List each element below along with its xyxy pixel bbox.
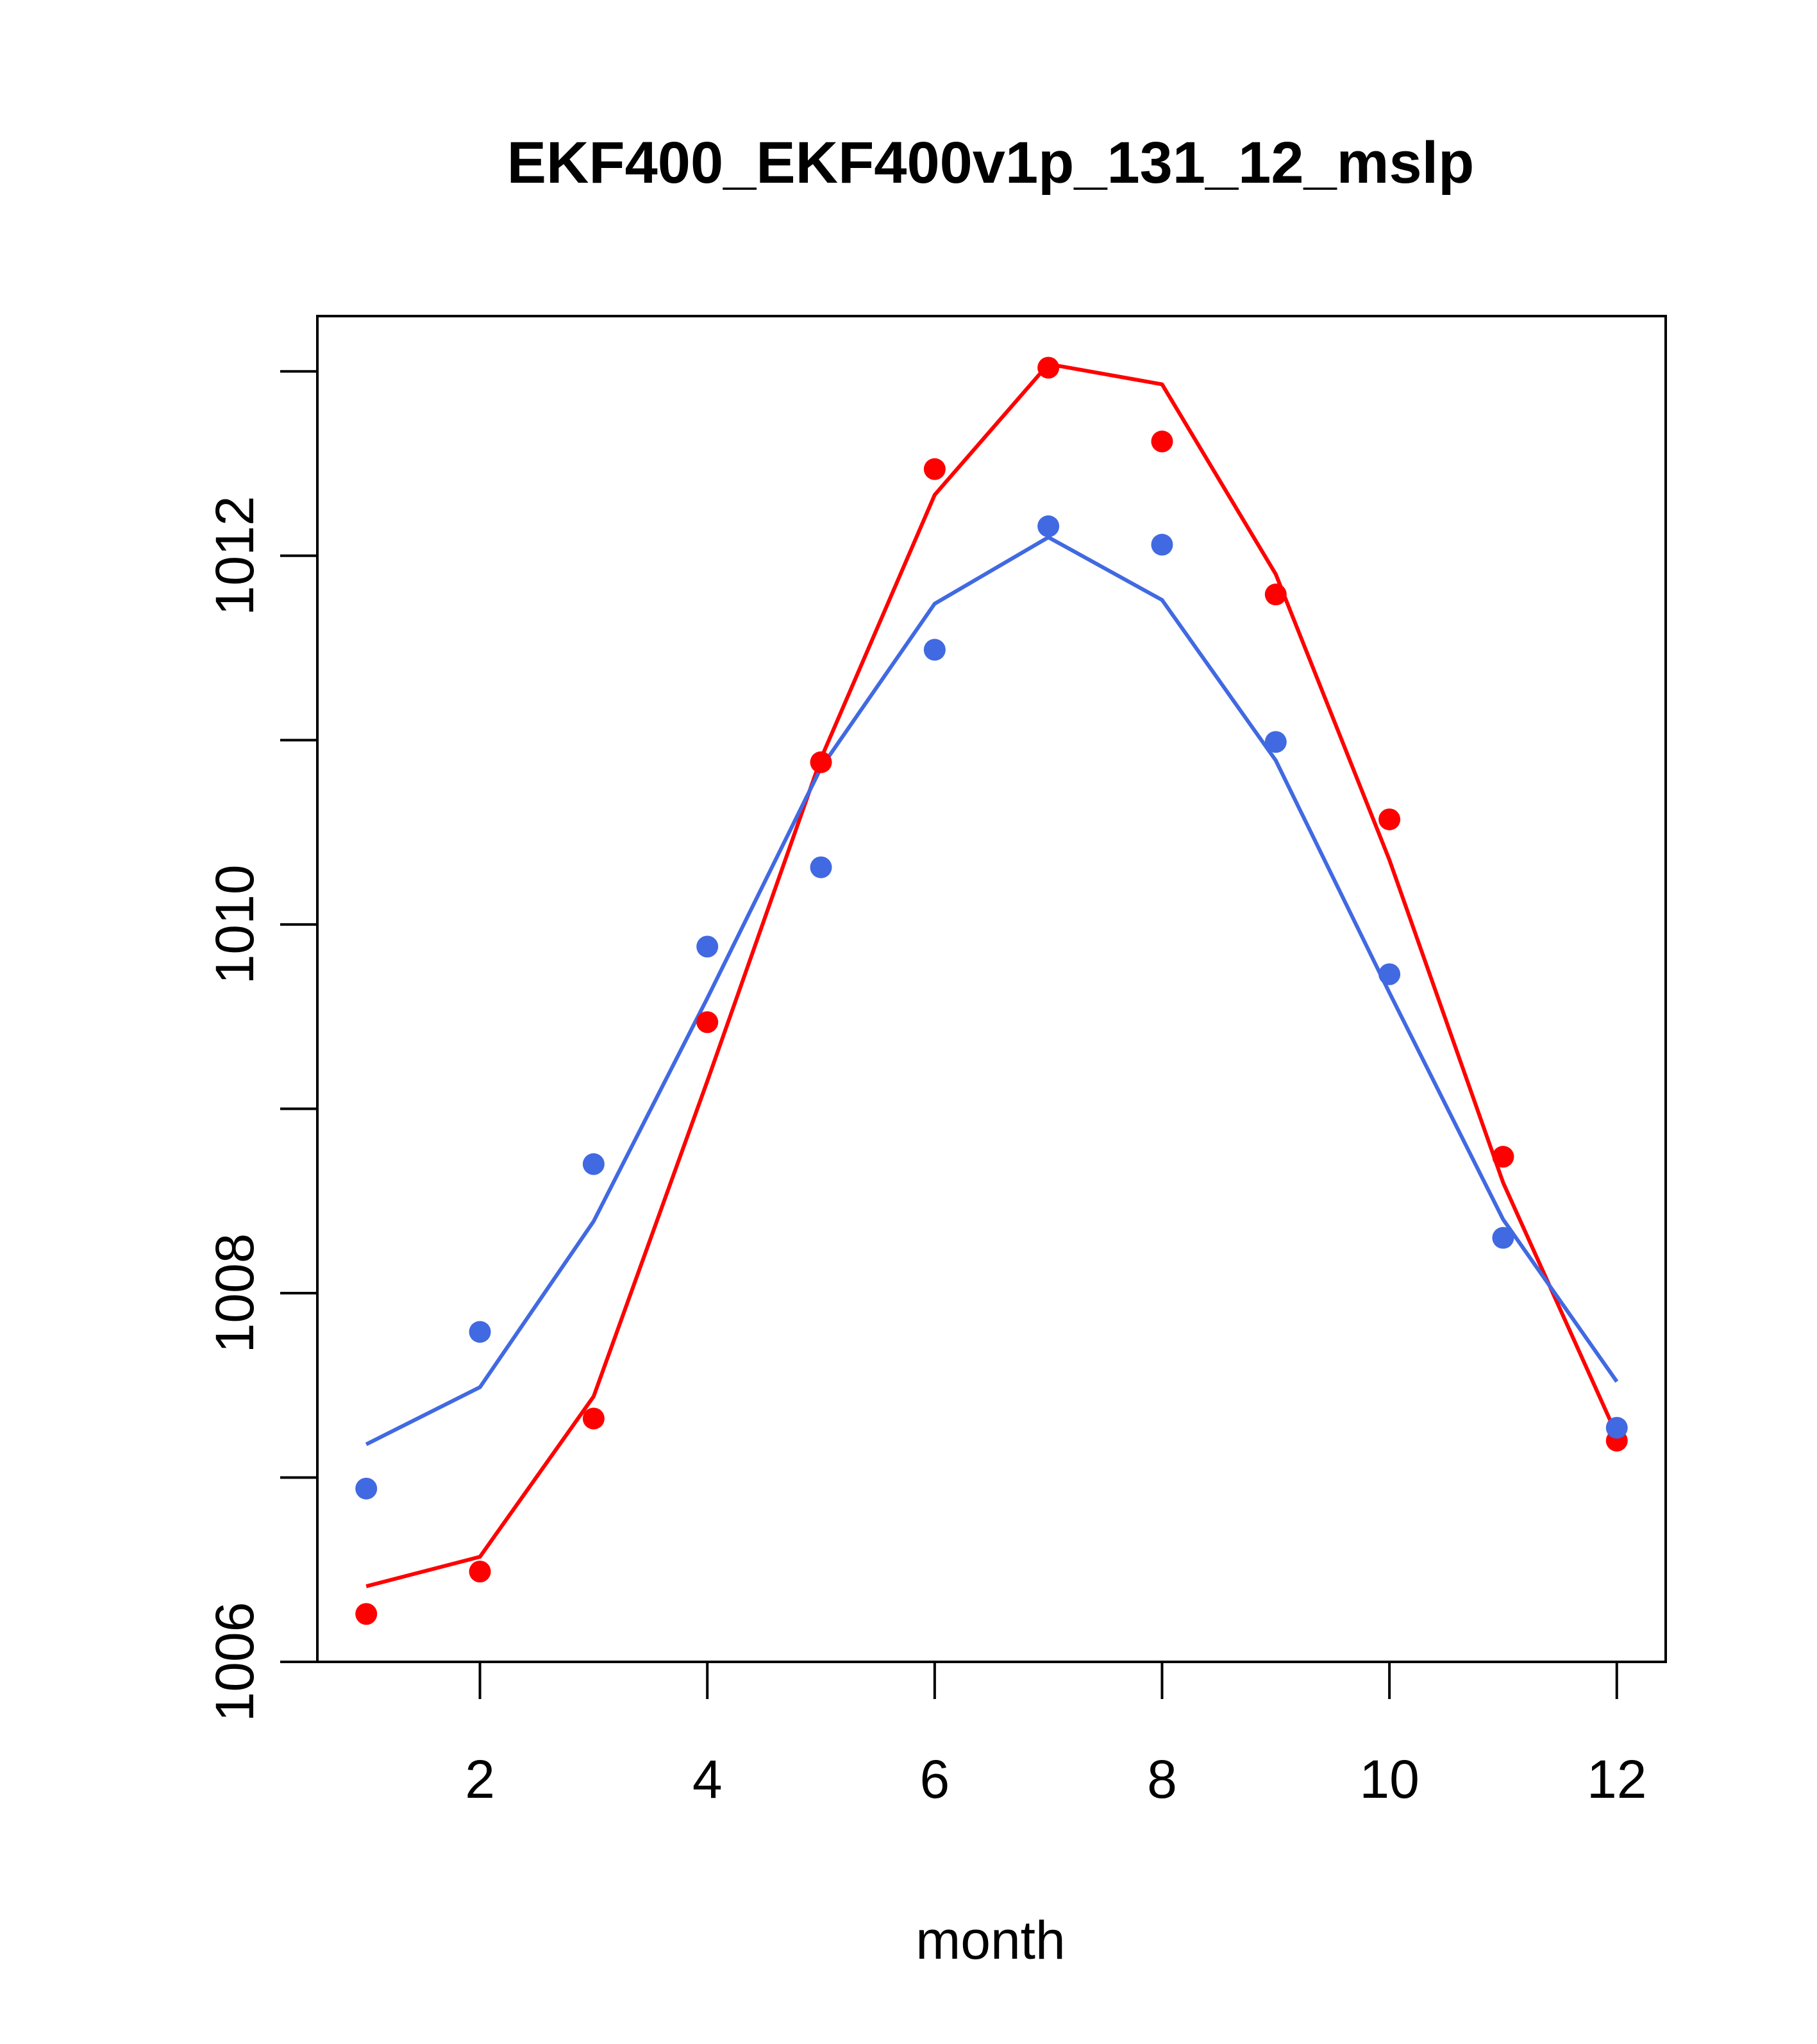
series-point-blue xyxy=(1492,1227,1514,1249)
series-point-red xyxy=(1037,356,1060,379)
y-tick-label: 1010 xyxy=(205,864,265,984)
series-layer xyxy=(355,356,1628,1625)
series-point-blue xyxy=(696,935,719,958)
series-point-red xyxy=(810,751,832,773)
x-axis: 2 4 6 8 10 12 xyxy=(465,1661,1646,1809)
series-point-red xyxy=(1151,430,1173,453)
series-point-red xyxy=(696,1011,719,1034)
series-point-red xyxy=(923,458,946,480)
series-point-red xyxy=(469,1561,491,1583)
chart-title: EKF400_EKF400v1p_131_12_mslp xyxy=(507,130,1475,196)
x-tick-label: 12 xyxy=(1587,1749,1646,1809)
plot-frame xyxy=(316,315,1667,1663)
series-point-blue xyxy=(469,1321,491,1343)
x-tick-label: 10 xyxy=(1359,1749,1419,1809)
series-point-blue xyxy=(1605,1416,1628,1439)
series-line-blue xyxy=(365,535,1619,1446)
series-point-red xyxy=(1264,583,1287,606)
y-tick-label: 1006 xyxy=(205,1602,265,1722)
x-axis-title: month xyxy=(916,1910,1065,1970)
series-point-blue xyxy=(1151,533,1173,556)
series-point-blue xyxy=(1264,731,1287,753)
series-point-blue xyxy=(582,1153,605,1175)
series-point-red xyxy=(355,1603,378,1625)
y-tick-label: 1012 xyxy=(205,496,265,616)
series-point-red xyxy=(1492,1146,1514,1168)
series-point-red xyxy=(582,1407,605,1430)
x-tick-label: 2 xyxy=(465,1749,495,1809)
series-line-red xyxy=(365,362,1619,1589)
series-point-red xyxy=(1378,808,1401,830)
plot-area xyxy=(316,315,1667,1663)
y-axis: 1006 1008 1010 1012 xyxy=(205,370,319,1722)
series-point-blue xyxy=(923,639,946,661)
x-tick-label: 4 xyxy=(692,1749,723,1809)
x-tick-label: 6 xyxy=(919,1749,950,1809)
series-point-blue xyxy=(1378,963,1401,985)
x-tick-label: 8 xyxy=(1147,1749,1177,1809)
series-point-blue xyxy=(355,1477,378,1500)
series-point-blue xyxy=(1037,515,1060,537)
y-tick-label: 1008 xyxy=(205,1233,265,1353)
series-point-blue xyxy=(810,856,832,878)
